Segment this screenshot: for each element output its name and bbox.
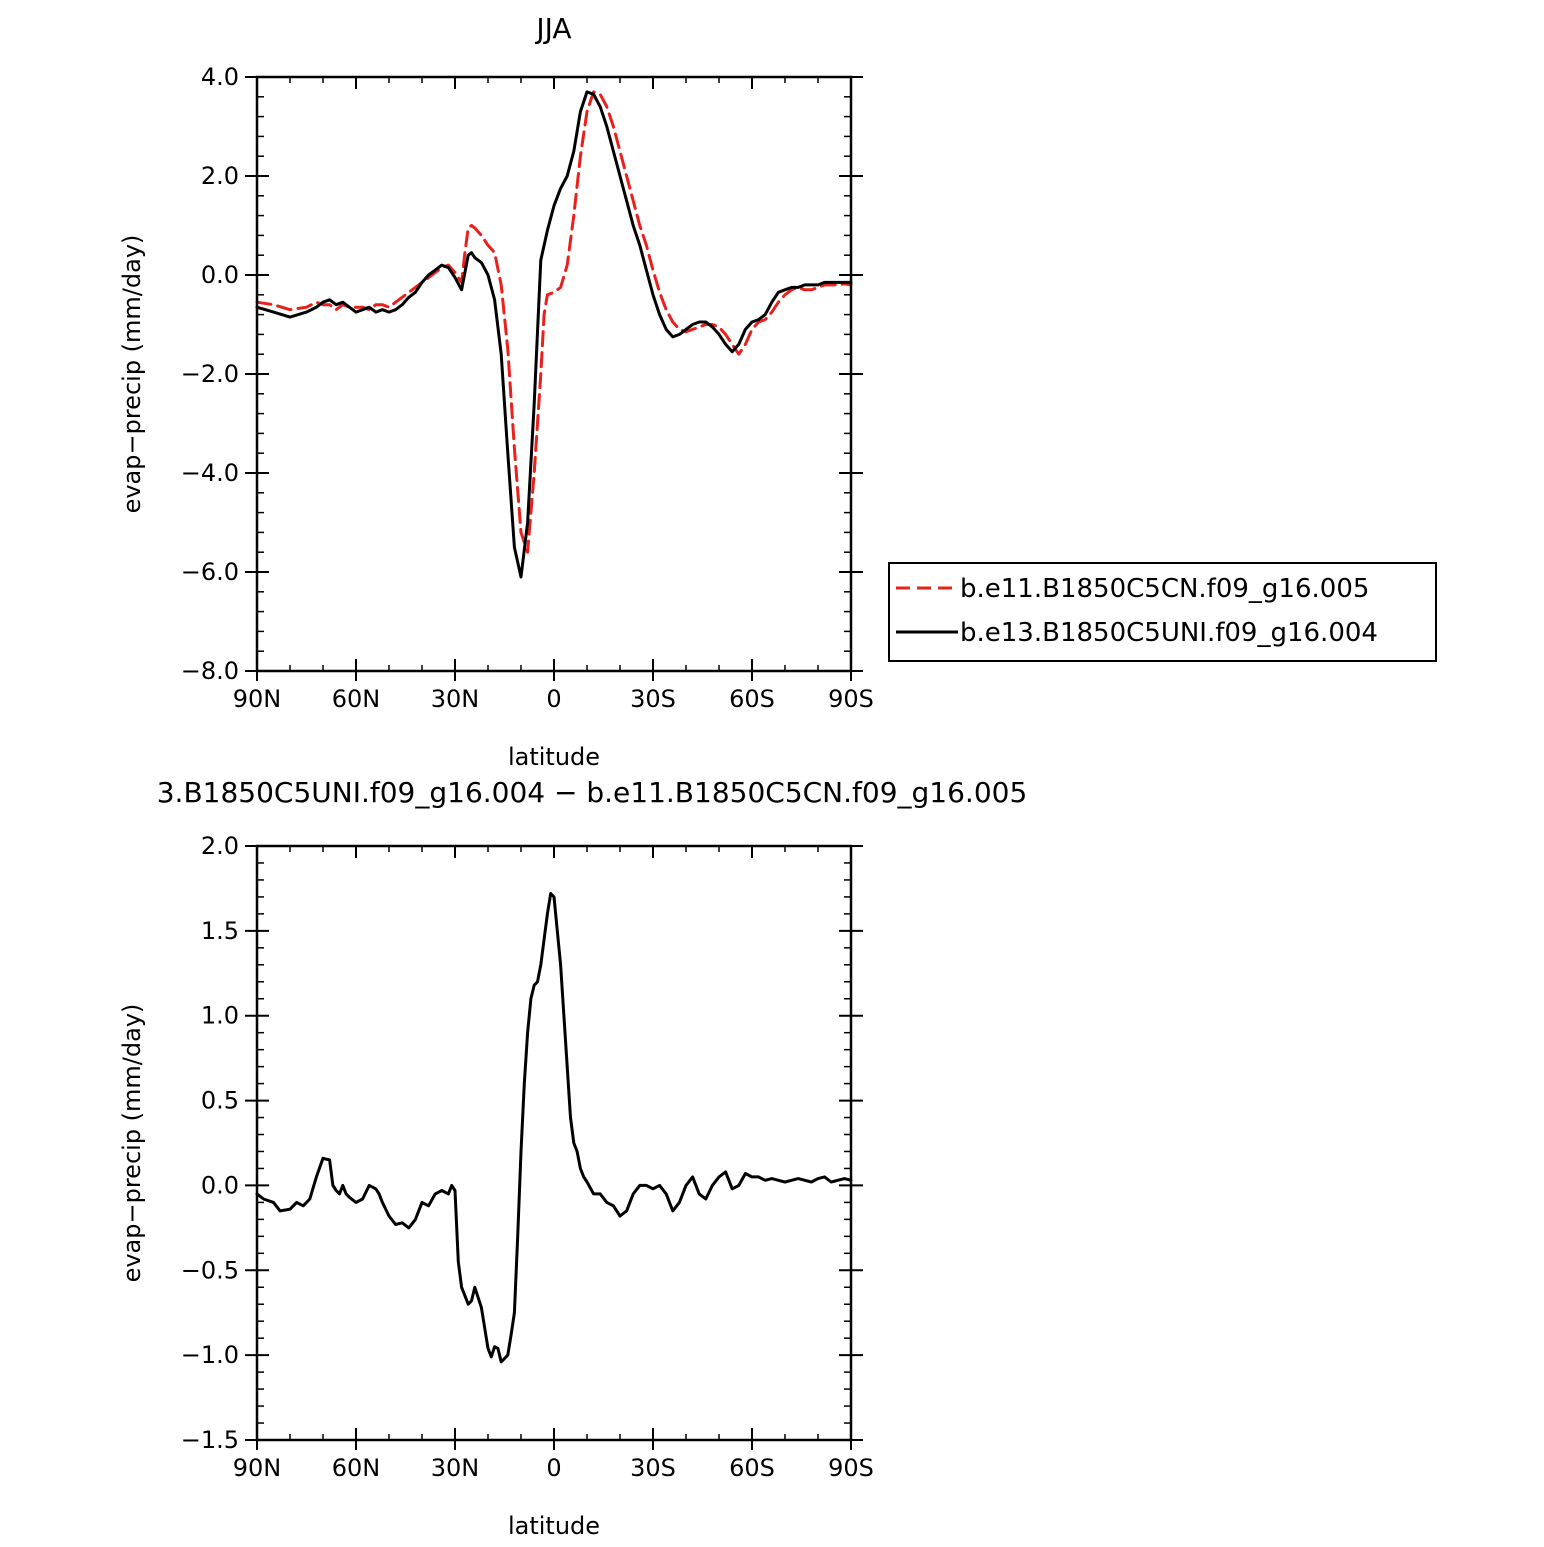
bottom-plot-frame [255, 844, 853, 1442]
bottom-chart-title: 3.B1850C5UNI.f09_g16.004 − b.e11.B1850C5… [157, 776, 1028, 809]
y-tick-label: 0.5 [201, 1087, 239, 1115]
y-tick-label: −8.0 [181, 657, 239, 685]
legend-box [888, 562, 1437, 662]
top-xlabel: latitude [508, 743, 600, 771]
y-tick-label: −4.0 [181, 459, 239, 487]
top-panel: JJA evap−precip (mm/day) latitude 90N 60N… [118, 12, 874, 771]
bottom-panel: 3.B1850C5UNI.f09_g16.004 − b.e11.B1850C5… [118, 776, 1027, 1540]
x-tick-label: 30S [630, 685, 676, 713]
x-tick-label: 90S [828, 685, 874, 713]
x-tick-label: 90N [233, 685, 282, 713]
series-line-experiment [255, 90, 853, 579]
bottom-xlabel: latitude [508, 1512, 600, 1540]
y-tick-label: 2.0 [201, 162, 239, 190]
top-ylabel: evap−precip (mm/day) [118, 235, 146, 514]
y-tick-label: −0.5 [181, 1256, 239, 1284]
x-tick-label: 0 [546, 685, 561, 713]
top-chart-title: JJA [534, 12, 571, 45]
x-tick-label: 60S [729, 685, 775, 713]
x-tick-label: 90N [233, 1454, 282, 1482]
x-tick-label: 30N [431, 685, 480, 713]
y-tick-label: 4.0 [201, 63, 239, 91]
x-tick-label: 90S [828, 1454, 874, 1482]
legend: b.e11.B1850C5CN.f09_g16.005 b.e13.B1850C… [888, 562, 1437, 662]
legend-entry-experiment: b.e13.B1850C5UNI.f09_g16.004 [960, 618, 1378, 648]
y-tick-label: −2.0 [181, 360, 239, 388]
y-tick-label: −1.5 [181, 1426, 239, 1454]
x-tick-label: 60N [332, 685, 381, 713]
legend-entry-control: b.e11.B1850C5CN.f09_g16.005 [960, 574, 1369, 604]
top-plot-frame [255, 75, 853, 673]
x-tick-label: 30N [431, 1454, 480, 1482]
x-tick-label: 0 [546, 1454, 561, 1482]
y-tick-label: −1.0 [181, 1341, 239, 1369]
y-tick-label: 1.0 [201, 1002, 239, 1030]
y-tick-label: 2.0 [201, 832, 239, 860]
bottom-ylabel: evap−precip (mm/day) [118, 1004, 146, 1283]
x-tick-label: 60S [729, 1454, 775, 1482]
y-tick-label: 1.5 [201, 917, 239, 945]
y-tick-label: 0.0 [201, 1171, 239, 1199]
series-line-control [255, 90, 853, 554]
y-tick-label: 0.0 [201, 261, 239, 289]
x-tick-label: 60N [332, 1454, 381, 1482]
series-line-difference [255, 892, 853, 1364]
x-tick-label: 30S [630, 1454, 676, 1482]
y-tick-label: −6.0 [181, 558, 239, 586]
